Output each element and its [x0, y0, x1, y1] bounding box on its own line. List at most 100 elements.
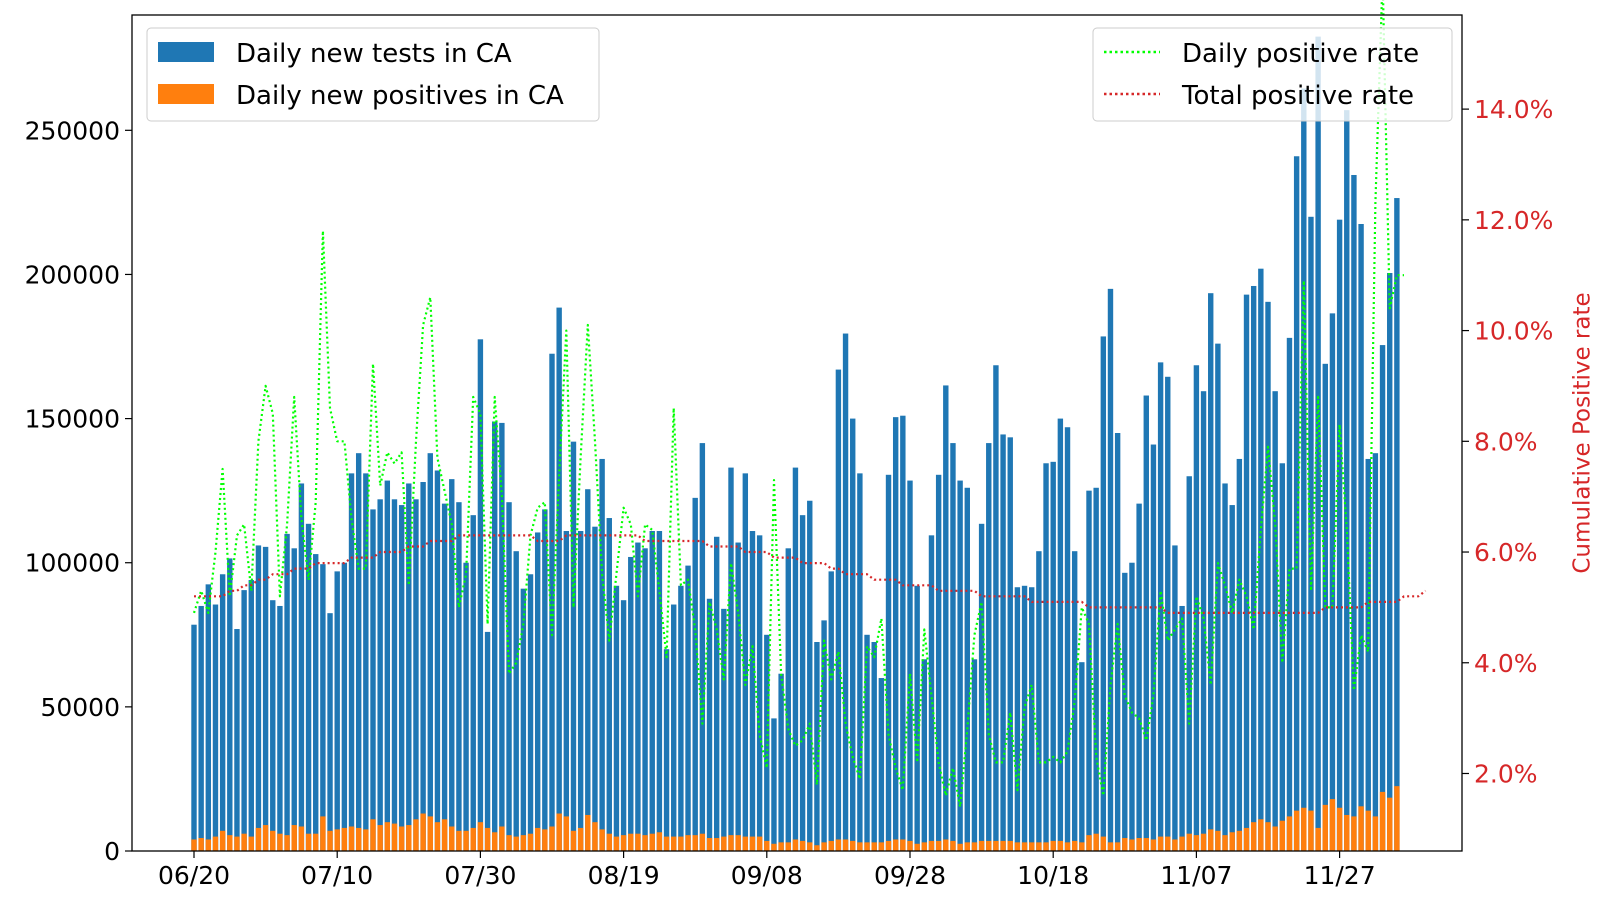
- bar-positives: [1229, 832, 1235, 851]
- bar-positives: [227, 835, 233, 851]
- bar-positives: [1136, 838, 1142, 851]
- bar-positives: [1208, 829, 1214, 851]
- bar-positives: [420, 813, 426, 851]
- bar-positives: [1079, 842, 1085, 851]
- bar-tests: [1322, 363, 1328, 851]
- bar-positives: [241, 833, 247, 851]
- bar-positives: [1286, 816, 1293, 851]
- bar-positives: [563, 816, 570, 851]
- bar-positives: [721, 836, 727, 851]
- bar-tests: [1272, 391, 1278, 851]
- bar-positives: [671, 836, 677, 851]
- bar-positives: [857, 842, 863, 851]
- bar-tests: [492, 421, 498, 851]
- x-tick-label: 10/18: [1017, 861, 1089, 890]
- bar-tests: [384, 480, 391, 851]
- bar-tests: [935, 474, 942, 851]
- bar-positives: [592, 822, 598, 851]
- bar-positives: [792, 839, 799, 851]
- bar-tests: [456, 502, 462, 851]
- bar-tests: [835, 369, 842, 851]
- bar-tests: [649, 531, 655, 851]
- bar-positives: [764, 840, 770, 851]
- bar-tests: [212, 604, 219, 851]
- bar-positives: [871, 842, 877, 851]
- bar-tests: [764, 634, 770, 851]
- bar-tests: [520, 588, 527, 851]
- bar-positives: [892, 839, 899, 851]
- x-tick-label: 07/30: [444, 861, 516, 890]
- bar-positives: [499, 826, 505, 851]
- y2-tick-label: 12.0%: [1474, 206, 1553, 235]
- bar-positives: [320, 816, 326, 851]
- bar-tests: [305, 523, 312, 851]
- bar-tests: [1129, 562, 1135, 851]
- bar-tests: [1014, 587, 1021, 851]
- bar-tests: [1286, 337, 1293, 851]
- bar-tests: [1172, 545, 1178, 851]
- bar-positives: [1050, 840, 1056, 851]
- bar-positives: [413, 819, 419, 851]
- bar-positives: [642, 835, 648, 851]
- bar-tests: [1279, 463, 1286, 851]
- bar-tests: [1229, 505, 1235, 851]
- bar-tests: [1351, 174, 1357, 851]
- bar-positives: [1100, 836, 1107, 851]
- bar-tests: [885, 474, 892, 851]
- bar-positives: [291, 825, 297, 851]
- bar-positives: [821, 842, 827, 851]
- bar-tests: [756, 535, 763, 851]
- bar-tests: [742, 473, 749, 851]
- bar-positives: [1394, 786, 1400, 851]
- bar-positives: [506, 835, 512, 851]
- bar-positives: [1243, 827, 1250, 851]
- bar-positives: [1301, 807, 1307, 851]
- bar-tests: [563, 531, 570, 851]
- bar-positives: [484, 827, 491, 851]
- bar-positives: [1071, 840, 1078, 851]
- bar-tests: [620, 600, 627, 851]
- bar-positives: [799, 840, 806, 851]
- bar-tests: [577, 531, 584, 851]
- bar-positives: [978, 840, 985, 851]
- bar-positives: [706, 838, 713, 851]
- bar-tests: [821, 620, 827, 851]
- bar-positives: [391, 823, 398, 851]
- bar-tests: [1293, 156, 1300, 851]
- bar-tests: [348, 473, 355, 851]
- bar-positives: [1293, 810, 1300, 851]
- bar-tests: [1222, 483, 1228, 851]
- bar-positives: [842, 839, 849, 851]
- x-tick-label: 09/08: [731, 861, 803, 890]
- x-tick-label: 11/07: [1160, 861, 1232, 890]
- bar-positives: [735, 835, 741, 851]
- bar-tests: [1258, 268, 1264, 852]
- bar-tests: [907, 480, 913, 851]
- bar-positives: [656, 832, 663, 851]
- bar-positives: [1279, 820, 1286, 851]
- bar-tests: [1329, 313, 1336, 852]
- bar-positives: [663, 836, 670, 851]
- bar-tests: [678, 585, 684, 851]
- bar-positives: [957, 843, 963, 851]
- y-tick-label: 250000: [25, 116, 120, 145]
- bar-positives: [1200, 833, 1207, 851]
- bar-tests: [284, 533, 290, 851]
- bar-positives: [864, 842, 870, 851]
- bar-positives: [628, 833, 634, 851]
- bar-tests: [921, 659, 928, 851]
- bar-tests: [298, 483, 305, 851]
- bar-tests: [1143, 395, 1149, 851]
- bar-positives: [255, 827, 262, 851]
- bar-positives: [1272, 826, 1278, 851]
- bar-positives: [1043, 842, 1049, 851]
- bar-positives: [1215, 830, 1221, 851]
- bar-positives: [1258, 819, 1264, 851]
- bar-positives: [406, 825, 412, 851]
- bar-tests: [470, 515, 476, 851]
- bar-tests: [1387, 273, 1393, 851]
- bar-tests: [320, 564, 326, 851]
- bar-tests: [792, 467, 799, 851]
- bar-tests: [1165, 376, 1171, 851]
